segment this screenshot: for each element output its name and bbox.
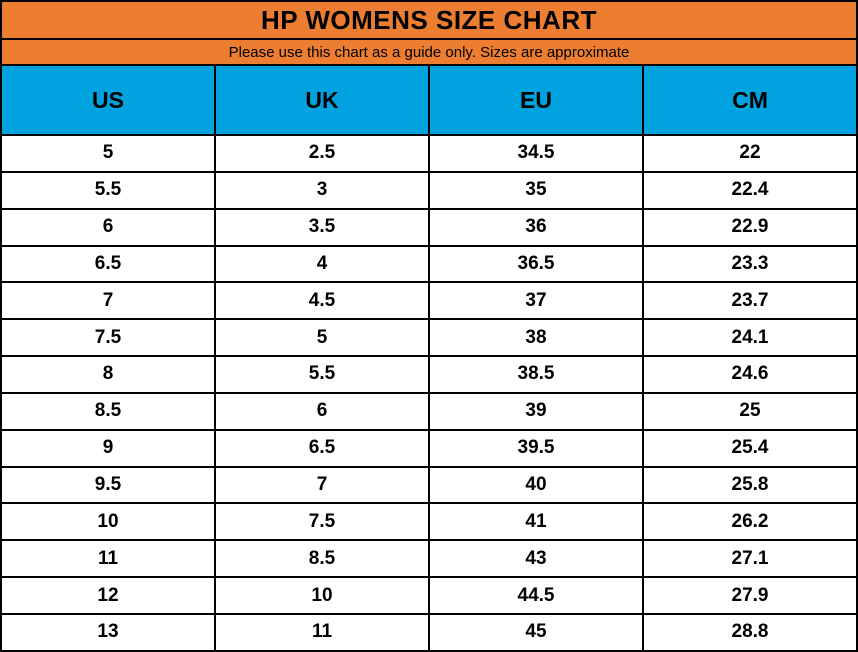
size-cell: 39 xyxy=(428,391,644,431)
size-cell: 45 xyxy=(428,612,644,652)
size-cell: 6.5 xyxy=(0,244,216,284)
size-cell: 4 xyxy=(214,244,430,284)
size-cell: 5 xyxy=(214,318,430,358)
size-cell: 27.9 xyxy=(642,576,858,615)
size-cell: 11 xyxy=(0,539,216,579)
table-row: 12 10 44.5 27.9 xyxy=(0,576,858,615)
size-cell: 8.5 xyxy=(0,391,216,431)
size-cell: 40 xyxy=(428,465,644,505)
size-cell: 10 xyxy=(214,576,430,615)
size-cell: 8 xyxy=(0,355,216,394)
size-cell: 5.5 xyxy=(0,170,216,210)
size-cell: 4.5 xyxy=(214,281,430,321)
size-cell: 13 xyxy=(0,612,216,652)
column-header-us: US xyxy=(0,64,216,136)
size-cell: 5.5 xyxy=(214,355,430,394)
size-cell: 25.8 xyxy=(642,465,858,505)
size-cell: 7.5 xyxy=(0,318,216,358)
column-header-eu: EU xyxy=(428,64,644,136)
table-row: 10 7.5 41 26.2 xyxy=(0,502,858,542)
size-cell: 6 xyxy=(214,391,430,431)
size-cell: 22 xyxy=(642,134,858,173)
table-row: 13 11 45 28.8 xyxy=(0,612,858,652)
chart-subtitle: Please use this chart as a guide only. S… xyxy=(0,38,858,66)
chart-title-row: HP WOMENS SIZE CHART xyxy=(0,0,858,40)
size-cell: 22.4 xyxy=(642,170,858,210)
size-cell: 28.8 xyxy=(642,612,858,652)
size-cell: 24.1 xyxy=(642,318,858,358)
table-row: 7 4.5 37 23.7 xyxy=(0,281,858,321)
size-cell: 23.7 xyxy=(642,281,858,321)
chart-title: HP WOMENS SIZE CHART xyxy=(0,0,858,40)
size-cell: 23.3 xyxy=(642,244,858,284)
size-cell: 41 xyxy=(428,502,644,542)
size-cell: 5 xyxy=(0,134,216,173)
size-cell: 6.5 xyxy=(214,428,430,468)
size-cell: 11 xyxy=(214,612,430,652)
size-cell: 7 xyxy=(214,465,430,505)
size-cell: 36 xyxy=(428,207,644,247)
size-cell: 6 xyxy=(0,207,216,247)
size-cell: 37 xyxy=(428,281,644,321)
size-cell: 3 xyxy=(214,170,430,210)
column-header-row: US UK EU CM xyxy=(0,64,858,136)
table-row: 5.5 3 35 22.4 xyxy=(0,170,858,210)
size-cell: 8.5 xyxy=(214,539,430,579)
size-cell: 2.5 xyxy=(214,134,430,173)
size-cell: 22.9 xyxy=(642,207,858,247)
size-cell: 24.6 xyxy=(642,355,858,394)
size-cell: 10 xyxy=(0,502,216,542)
size-cell: 7 xyxy=(0,281,216,321)
size-cell: 12 xyxy=(0,576,216,615)
table-row: 8 5.5 38.5 24.6 xyxy=(0,355,858,394)
size-cell: 43 xyxy=(428,539,644,579)
table-row: 8.5 6 39 25 xyxy=(0,391,858,431)
size-cell: 9 xyxy=(0,428,216,468)
size-cell: 38 xyxy=(428,318,644,358)
table-row: 5 2.5 34.5 22 xyxy=(0,134,858,173)
column-header-uk: UK xyxy=(214,64,430,136)
size-cell: 35 xyxy=(428,170,644,210)
table-row: 9.5 7 40 25.8 xyxy=(0,465,858,505)
table-row: 6.5 4 36.5 23.3 xyxy=(0,244,858,284)
size-cell: 25.4 xyxy=(642,428,858,468)
size-cell: 36.5 xyxy=(428,244,644,284)
size-cell: 44.5 xyxy=(428,576,644,615)
chart-subtitle-row: Please use this chart as a guide only. S… xyxy=(0,38,858,66)
size-cell: 3.5 xyxy=(214,207,430,247)
size-table-body: 5 2.5 34.5 22 5.5 3 35 22.4 6 3.5 36 22.9 6.5 4 36.5 23… xyxy=(0,134,858,652)
table-row: 6 3.5 36 22.9 xyxy=(0,207,858,247)
table-row: 11 8.5 43 27.1 xyxy=(0,539,858,579)
column-header-cm: CM xyxy=(642,64,858,136)
table-row: 7.5 5 38 24.1 xyxy=(0,318,858,358)
table-row: 9 6.5 39.5 25.4 xyxy=(0,428,858,468)
size-cell: 25 xyxy=(642,391,858,431)
size-cell: 34.5 xyxy=(428,134,644,173)
size-cell: 27.1 xyxy=(642,539,858,579)
size-cell: 9.5 xyxy=(0,465,216,505)
size-cell: 7.5 xyxy=(214,502,430,542)
size-cell: 26.2 xyxy=(642,502,858,542)
size-cell: 39.5 xyxy=(428,428,644,468)
size-cell: 38.5 xyxy=(428,355,644,394)
